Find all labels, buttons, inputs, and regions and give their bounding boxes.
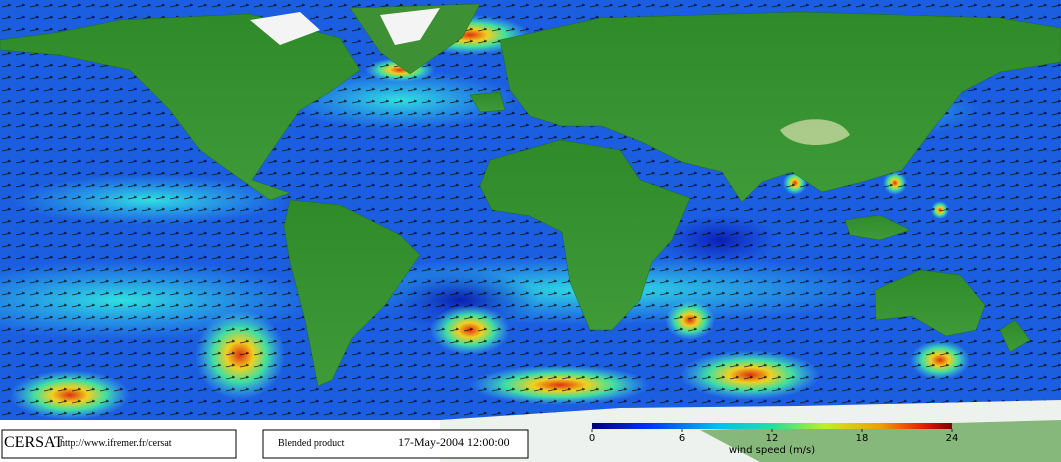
colorbar-tick-label: 0 xyxy=(589,433,595,444)
ice xyxy=(250,8,440,45)
product: Blended product xyxy=(278,438,345,449)
colorbar-tick-label: 24 xyxy=(946,433,959,444)
colorbar-ticks: 0 6 12 18 24 xyxy=(589,429,959,444)
timestamp: 17-May-2004 12:00:00 xyxy=(398,435,510,449)
colorbar-label: wind speed (m/s) xyxy=(729,445,815,456)
plateau xyxy=(780,119,850,146)
colorbar xyxy=(592,423,952,429)
colorbar-tick-label: 6 xyxy=(679,433,685,444)
credit-box xyxy=(1,429,237,459)
colorbar-tick-label: 18 xyxy=(856,433,869,444)
url: http://www.ifremer.fr/cersat xyxy=(60,438,172,449)
antarctica-land xyxy=(700,420,1061,462)
continents xyxy=(0,3,1061,387)
product-box xyxy=(262,429,529,459)
logo: CERSAT xyxy=(4,434,64,451)
colorbar-tick-label: 12 xyxy=(766,433,779,444)
